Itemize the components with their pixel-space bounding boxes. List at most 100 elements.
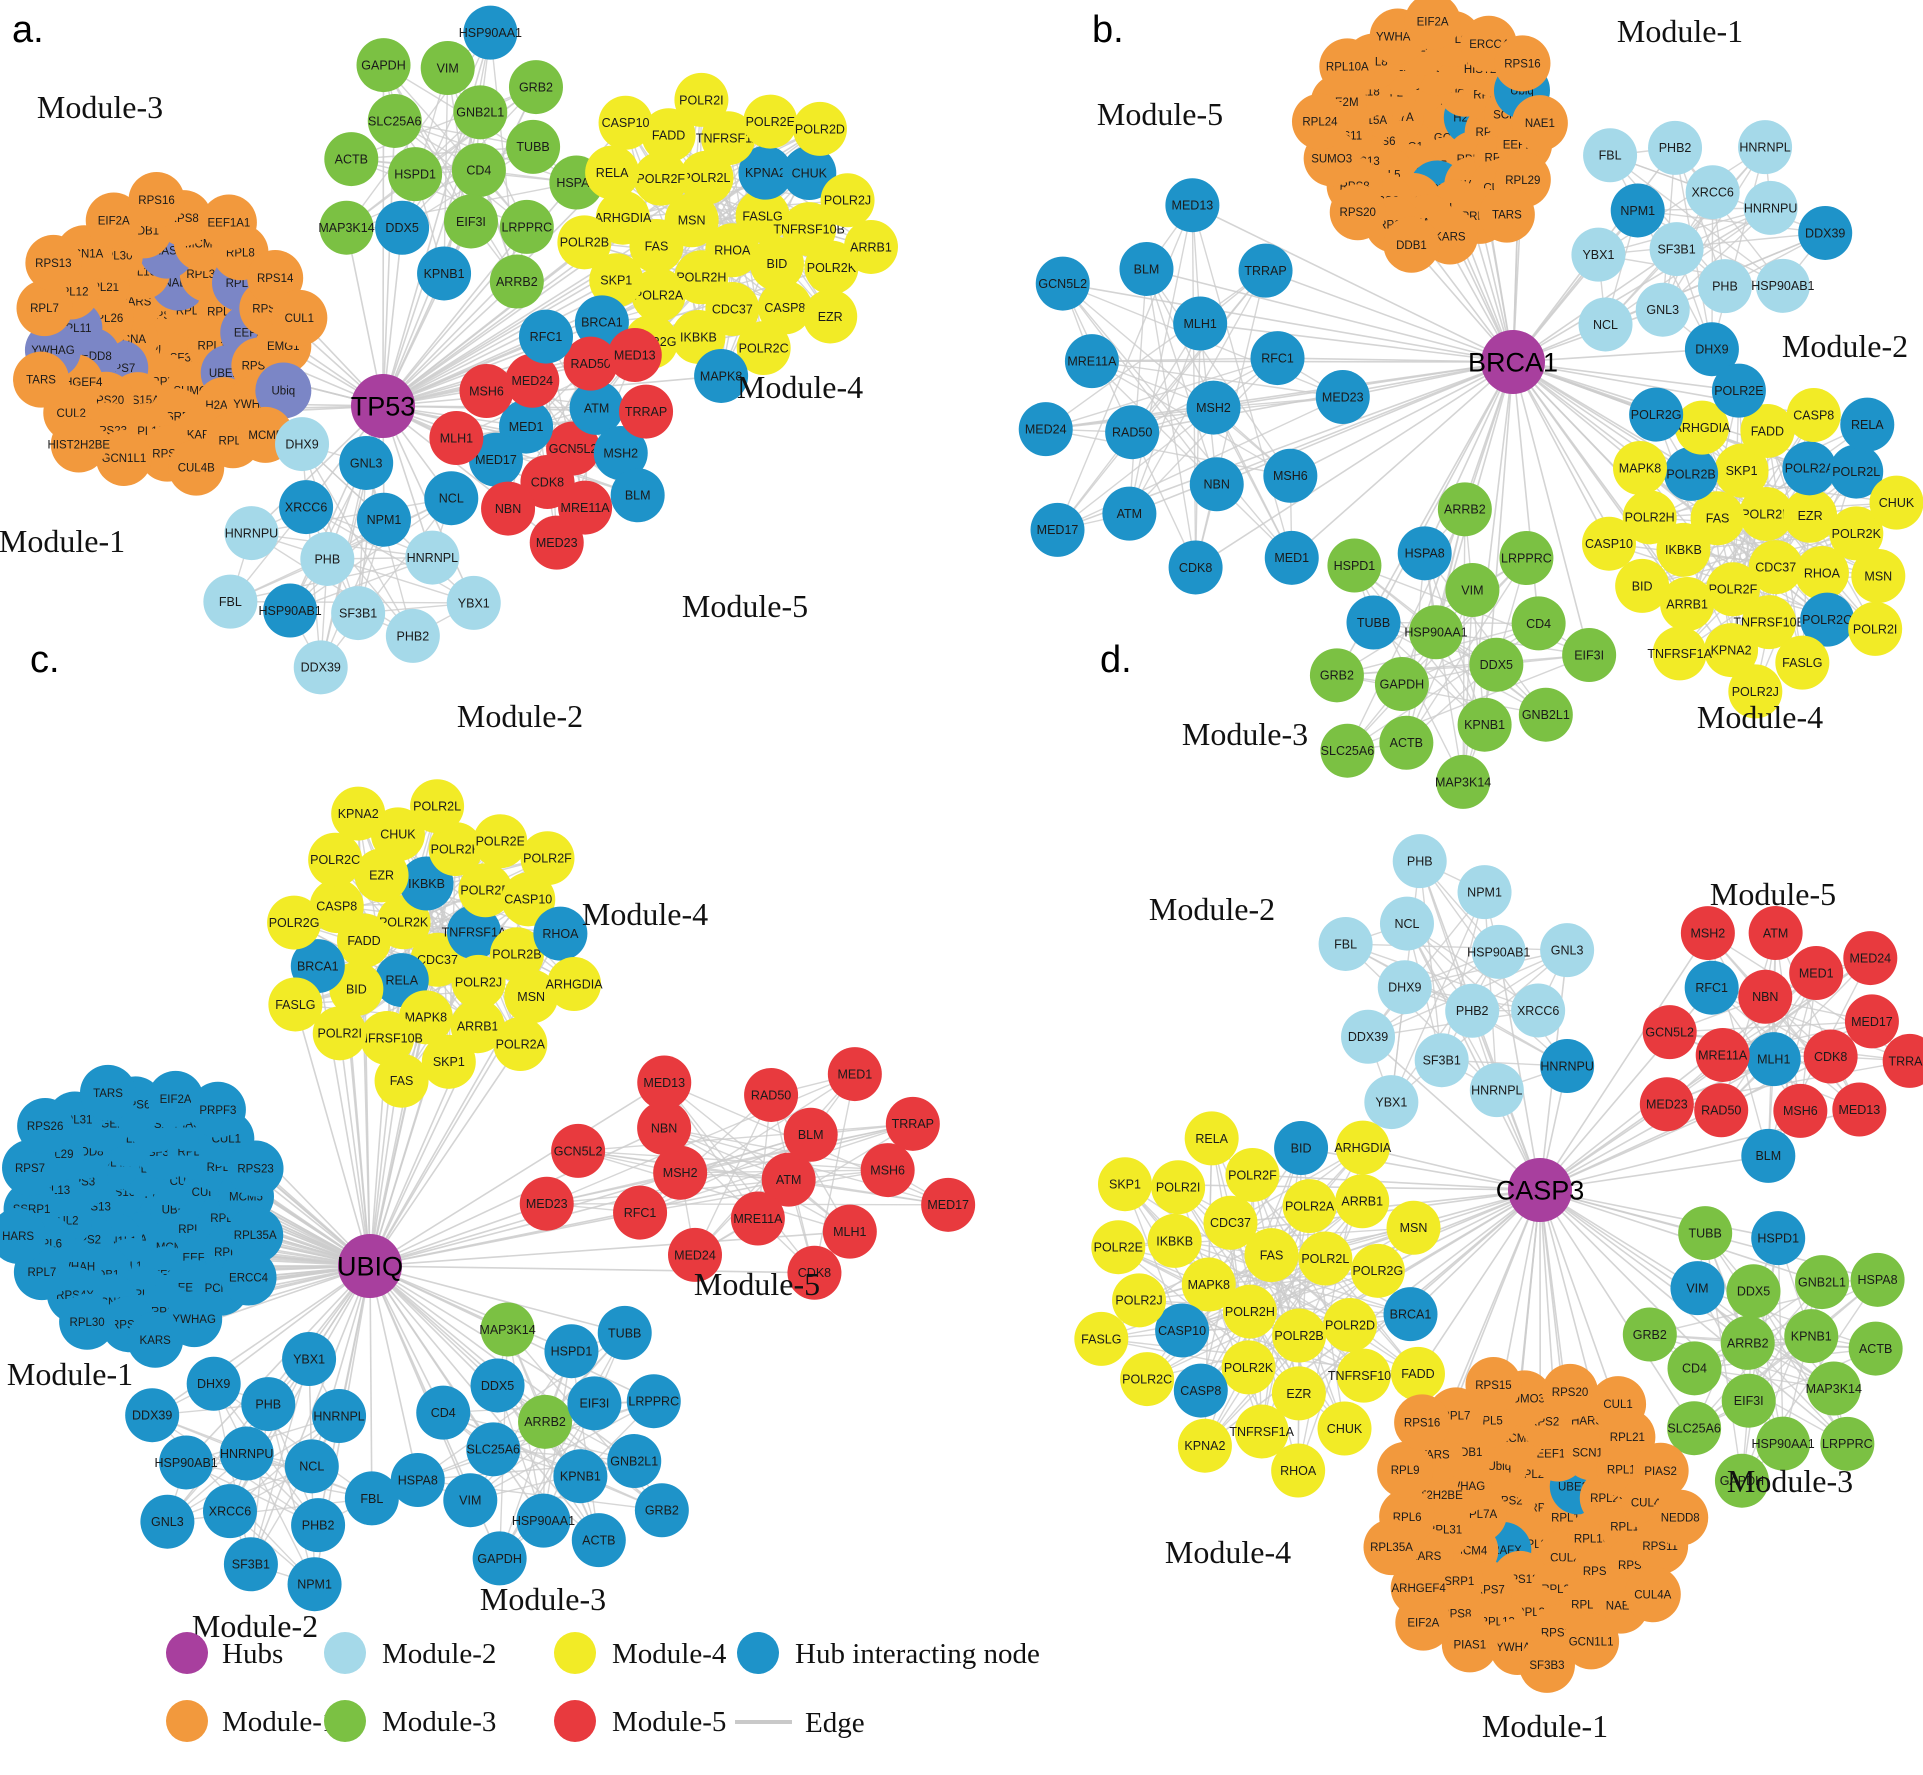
node-MED13[interactable] <box>1165 178 1220 233</box>
node-FASLG[interactable] <box>268 977 323 1032</box>
node-GAPDH[interactable] <box>356 38 411 93</box>
node-ACTB[interactable] <box>324 132 379 187</box>
node-MSH2[interactable] <box>653 1145 708 1200</box>
node-ATM[interactable] <box>761 1152 816 1207</box>
node-MAP3K14[interactable] <box>480 1302 535 1357</box>
node-EZR[interactable] <box>1271 1366 1326 1421</box>
node-HARS[interactable] <box>0 1207 47 1264</box>
node-SF3B3[interactable] <box>1518 1636 1575 1693</box>
node-TNFRSF1A[interactable] <box>446 905 501 960</box>
node-KPNA2[interactable] <box>331 786 386 841</box>
node-NEDD8[interactable] <box>1652 1489 1709 1546</box>
node-KPNA2[interactable] <box>738 145 793 200</box>
node-CD4[interactable] <box>451 143 506 198</box>
node-KPNA2[interactable] <box>1704 623 1759 678</box>
node-EIF3I[interactable] <box>443 194 498 249</box>
node-RPL7[interactable] <box>16 280 73 337</box>
node-NBN[interactable] <box>481 481 536 536</box>
node-KPNA2[interactable] <box>1177 1418 1232 1473</box>
node-PHB[interactable] <box>1392 834 1447 889</box>
node-EZR[interactable] <box>1783 488 1838 543</box>
node-CASP8[interactable] <box>1173 1363 1228 1418</box>
node-CUL1[interactable] <box>271 289 328 346</box>
node-GNL3[interactable] <box>1540 923 1595 978</box>
node-HNRNPU[interactable] <box>1743 180 1798 235</box>
node-GCN1L1[interactable] <box>1563 1613 1620 1670</box>
node-TARS[interactable] <box>13 351 70 408</box>
node-YBX1[interactable] <box>1364 1075 1419 1130</box>
node-EIF3I[interactable] <box>567 1376 622 1431</box>
node-POLR2F[interactable] <box>1705 562 1760 617</box>
node-MAPK8[interactable] <box>1181 1257 1236 1312</box>
node-HNRNPU[interactable] <box>1540 1039 1595 1094</box>
node-GNB2L1[interactable] <box>1518 687 1573 742</box>
node-MED13[interactable] <box>607 328 662 383</box>
node-EIF2A[interactable] <box>1404 0 1461 50</box>
node-RELA[interactable] <box>1840 397 1895 452</box>
node-HSP90AA1[interactable] <box>1409 605 1464 660</box>
node-BLM[interactable] <box>610 468 665 523</box>
node-MLH1[interactable] <box>1173 296 1228 351</box>
node-MAP3K14[interactable] <box>319 200 374 255</box>
node-RFC1[interactable] <box>519 309 574 364</box>
node-MSH6[interactable] <box>459 364 514 419</box>
node-MSH2[interactable] <box>1186 380 1241 435</box>
node-RFC1[interactable] <box>1250 331 1305 386</box>
node-MED23[interactable] <box>1315 370 1370 425</box>
node-RPS20[interactable] <box>1542 1363 1599 1420</box>
node-GCN5L2[interactable] <box>1642 1005 1697 1060</box>
node-MED13[interactable] <box>637 1055 692 1110</box>
node-CDC37[interactable] <box>1203 1195 1258 1250</box>
node-RELA[interactable] <box>1184 1111 1239 1166</box>
node-MAPK8[interactable] <box>694 348 749 403</box>
node-POLR2K[interactable] <box>1829 506 1884 561</box>
node-CHUK[interactable] <box>782 146 837 201</box>
node-TARS[interactable] <box>1478 186 1535 243</box>
node-MED24[interactable] <box>1843 931 1898 986</box>
node-YBX1[interactable] <box>282 1332 337 1387</box>
node-FAS[interactable] <box>374 1053 429 1108</box>
node-TNFRSF1A[interactable] <box>701 111 756 166</box>
node-RPS20[interactable] <box>1329 184 1386 241</box>
node-ARHGDIA[interactable] <box>547 957 602 1012</box>
node-CD4[interactable] <box>1667 1341 1722 1396</box>
node-POLR2G[interactable] <box>1350 1243 1405 1298</box>
node-NCL[interactable] <box>1578 297 1633 352</box>
node-YBX1[interactable] <box>446 575 501 630</box>
node-NPM1[interactable] <box>1610 183 1665 238</box>
node-KPNB1[interactable] <box>1784 1309 1839 1364</box>
node-PIAS1[interactable] <box>1441 1616 1498 1673</box>
node-POLR2C[interactable] <box>308 832 363 887</box>
node-ARHGDIA[interactable] <box>1335 1120 1390 1175</box>
node-EIF2A[interactable] <box>1395 1594 1452 1651</box>
node-HSP90AB1[interactable] <box>1755 258 1810 313</box>
node-DDX39[interactable] <box>125 1388 180 1443</box>
node-BID[interactable] <box>1274 1121 1329 1176</box>
node-MAP3K14[interactable] <box>1806 1361 1861 1416</box>
node-ARRB2[interactable] <box>1437 482 1492 537</box>
node-LRPPRC[interactable] <box>1820 1416 1875 1471</box>
node-RPS26[interactable] <box>17 1097 74 1154</box>
node-MRE11A[interactable] <box>1064 334 1119 389</box>
node-POLR2G[interactable] <box>267 895 322 950</box>
node-POLR2H[interactable] <box>1222 1284 1277 1339</box>
node-SF3B1[interactable] <box>1649 222 1704 277</box>
node-CASP8[interactable] <box>309 879 364 934</box>
node-RPS16[interactable] <box>1494 35 1551 92</box>
node-BLM[interactable] <box>1741 1128 1796 1183</box>
node-RHOA[interactable] <box>1794 545 1849 600</box>
node-MSH6[interactable] <box>1263 448 1318 503</box>
node-MSN[interactable] <box>1851 549 1906 604</box>
node-HSPD1[interactable] <box>1751 1211 1806 1266</box>
node-TRRAP[interactable] <box>1882 1033 1923 1088</box>
node-TUBB[interactable] <box>1678 1206 1733 1261</box>
node-PHB[interactable] <box>241 1377 296 1432</box>
node-FBL[interactable] <box>1583 128 1638 183</box>
node-DDX39[interactable] <box>1798 205 1853 260</box>
node-POLR2K[interactable] <box>804 240 859 295</box>
node-NCL[interactable] <box>1379 896 1434 951</box>
node-CDC37[interactable] <box>1748 540 1803 595</box>
node-GRB2[interactable] <box>1309 648 1364 703</box>
node-PHB2[interactable] <box>1445 983 1500 1038</box>
node-FAS[interactable] <box>1244 1228 1299 1283</box>
